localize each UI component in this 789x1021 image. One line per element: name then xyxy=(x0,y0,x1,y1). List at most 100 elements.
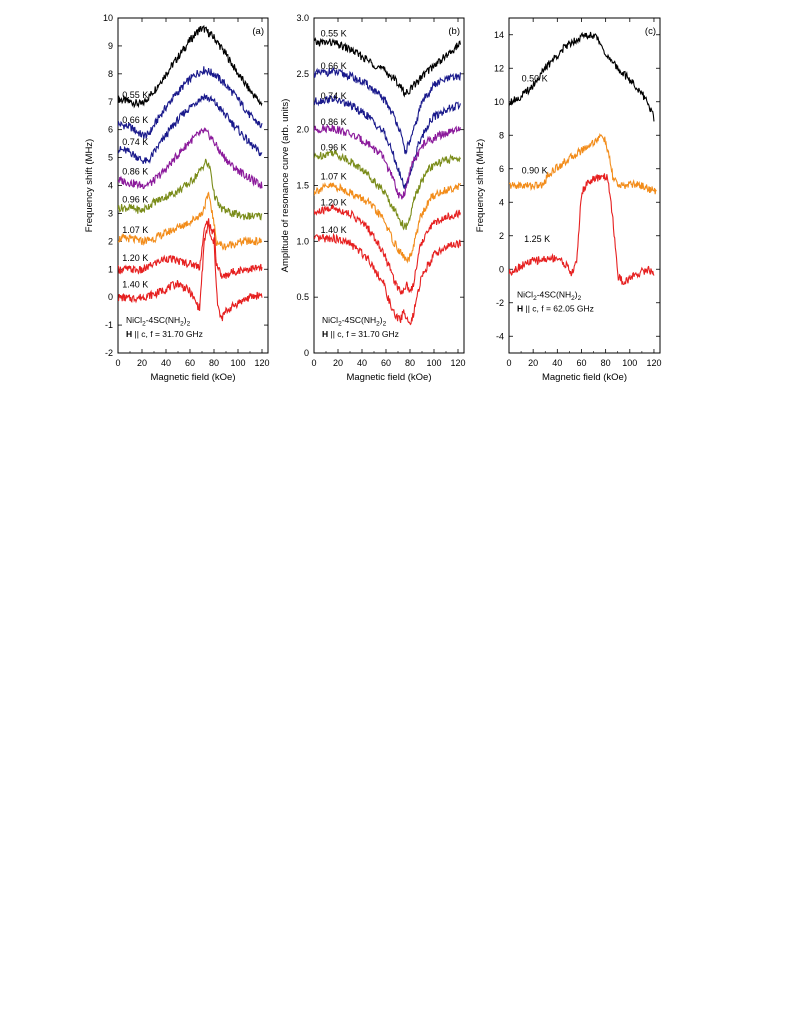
series-label: 0.55 K xyxy=(122,90,148,100)
series-label: 0.74 K xyxy=(122,137,148,147)
y-tick-label: 14 xyxy=(494,30,504,40)
y-tick-label: 0 xyxy=(499,264,504,274)
formula-text: NiCl xyxy=(126,315,142,325)
series-label: 1.07 K xyxy=(122,225,148,235)
formula-subscript: 2 xyxy=(571,295,575,302)
condition-annotation: H || c, f = 62.05 GHz xyxy=(517,304,594,314)
series-group xyxy=(118,24,263,322)
panel-label: (b) xyxy=(448,26,460,37)
field-condition: || c, f = 31.70 GHz xyxy=(132,329,203,339)
x-tick-label: 120 xyxy=(254,358,269,368)
x-axis-label: Magnetic field (kOe) xyxy=(150,372,235,383)
x-tick-label: 20 xyxy=(528,358,538,368)
formula-text: NiCl xyxy=(322,315,338,325)
series-label: 0.50 K xyxy=(522,73,548,83)
formula-subscript: 2 xyxy=(142,321,146,328)
x-tick-label: 20 xyxy=(333,358,343,368)
y-tick-label: 5 xyxy=(108,153,113,163)
series-line xyxy=(118,191,263,251)
y-tick-label: 1.0 xyxy=(296,236,309,246)
formula-subscript: 2 xyxy=(383,321,387,328)
x-tick-label: 60 xyxy=(185,358,195,368)
series-label: 1.07 K xyxy=(321,172,347,182)
plot-frame xyxy=(508,17,661,354)
series-label: 0.66 K xyxy=(321,61,347,71)
panel-a: 0 20 40 60 80 100 120 -2 -1 0 1 2 3 4 5 6 7 8 9 10 Magnetic … xyxy=(84,13,270,383)
y-tick-label: 0 xyxy=(108,292,113,302)
series-label: 0.55 K xyxy=(321,29,347,39)
series-line xyxy=(314,203,461,296)
series-label: 0.96 K xyxy=(122,194,148,204)
x-axis-label: Magnetic field (kOe) xyxy=(346,372,431,383)
formula-subscript: 2 xyxy=(187,321,191,328)
panel-c: 0 20 40 60 80 100 120 -4 -2 0 2 4 6 8 10 12 14 Magnetic f… xyxy=(475,17,661,383)
formula-text: NiCl xyxy=(517,290,533,300)
y-tick-label: 1 xyxy=(108,264,113,274)
series-line xyxy=(118,158,263,221)
series-line xyxy=(314,232,461,326)
x-tick-label: 40 xyxy=(552,358,562,368)
formula-text: ) xyxy=(184,315,187,325)
condition-annotation: H || c, f = 31.70 GHz xyxy=(322,329,399,339)
y-axis-label: Frequency shift (MHz) xyxy=(84,139,95,232)
x-tick-label: 80 xyxy=(209,358,219,368)
x-tick-label: 120 xyxy=(450,358,465,368)
x-tick-label: 40 xyxy=(357,358,367,368)
x-tick-label: 100 xyxy=(230,358,245,368)
series-line xyxy=(314,148,461,231)
series-line xyxy=(118,24,263,109)
y-tick-label: 9 xyxy=(108,41,113,51)
x-tick-label: 0 xyxy=(115,358,120,368)
x-tick-label: 120 xyxy=(646,358,661,368)
y-tick-label: -2 xyxy=(105,348,113,358)
x-tick-label: 100 xyxy=(622,358,637,368)
series-line xyxy=(314,67,461,155)
y-tick-label: 2 xyxy=(108,236,113,246)
series-line xyxy=(314,181,461,264)
formula-text: -4SC(NH xyxy=(537,290,571,300)
series-label: 1.20 K xyxy=(321,197,347,207)
formula-annotation: NiCl2-4SC(NH2)2 xyxy=(126,315,191,328)
x-tick-label: 0 xyxy=(311,358,316,368)
formula-subscript: 2 xyxy=(338,321,342,328)
field-condition: || c, f = 31.70 GHz xyxy=(328,329,399,339)
series-line xyxy=(314,123,461,200)
y-tick-label: 12 xyxy=(494,63,504,73)
panel-label: (c) xyxy=(645,26,656,37)
field-symbol: H xyxy=(517,304,523,314)
series-line xyxy=(118,66,263,139)
y-tick-label: 1.5 xyxy=(296,181,309,191)
y-tick-label: 3 xyxy=(108,208,113,218)
series-label: 0.86 K xyxy=(321,117,347,127)
y-tick-label: 2 xyxy=(499,231,504,241)
y-tick-label: 4 xyxy=(108,181,113,191)
x-axis-label: Magnetic field (kOe) xyxy=(542,372,627,383)
x-tick-label: 80 xyxy=(405,358,415,368)
series-line xyxy=(118,221,263,322)
formula-subscript: 2 xyxy=(376,321,380,328)
field-condition: || c, f = 62.05 GHz xyxy=(523,304,594,314)
x-tick-label: 0 xyxy=(506,358,511,368)
y-tick-label: 8 xyxy=(499,130,504,140)
field-symbol: H xyxy=(322,329,328,339)
y-tick-label: 8 xyxy=(108,69,113,79)
series-label: 1.20 K xyxy=(122,253,148,263)
series-group xyxy=(509,31,657,286)
formula-subscript: 2 xyxy=(533,295,537,302)
series-label: 0.74 K xyxy=(321,91,347,101)
y-tick-label: 2.0 xyxy=(296,125,309,135)
panel-label: (a) xyxy=(252,26,264,37)
formula-text: ) xyxy=(380,315,383,325)
formula-text: -4SC(NH xyxy=(146,315,180,325)
x-tick-label: 60 xyxy=(576,358,586,368)
x-tick-label: 20 xyxy=(137,358,147,368)
formula-subscript: 2 xyxy=(180,321,184,328)
y-tick-label: 2.5 xyxy=(296,69,309,79)
series-label: 0.86 K xyxy=(122,167,148,177)
x-tick-label: 100 xyxy=(426,358,441,368)
y-axis-label: Amplitude of resonance curve (arb. units… xyxy=(280,99,291,273)
formula-text: ) xyxy=(575,290,578,300)
y-tick-label: 0 xyxy=(304,348,309,358)
series-line xyxy=(118,127,263,190)
